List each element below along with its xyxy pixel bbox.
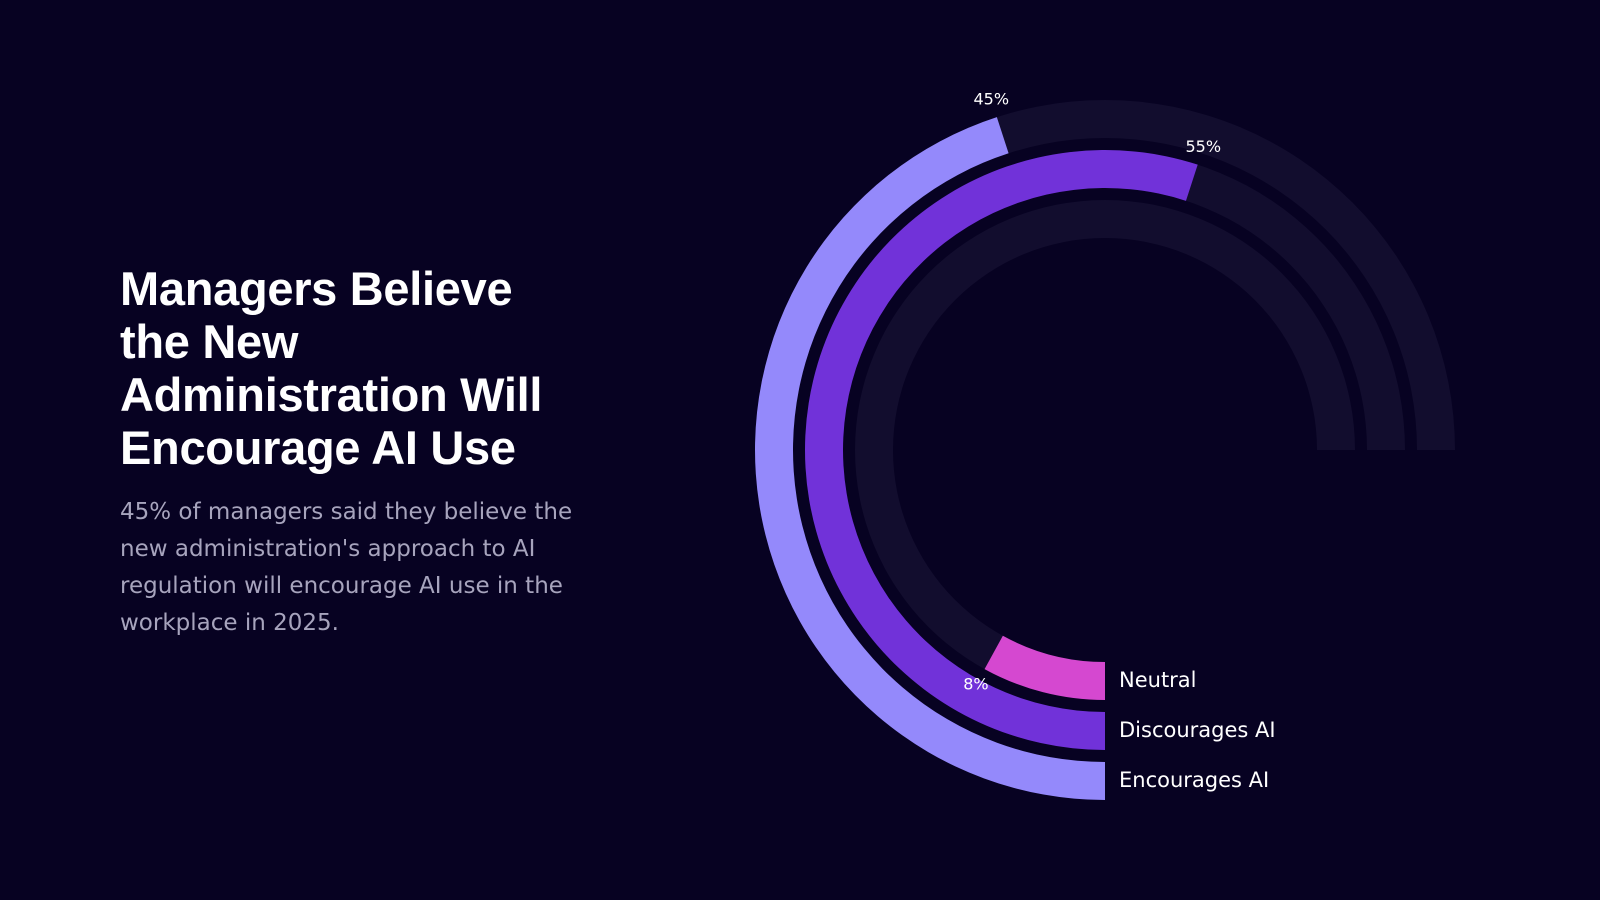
chart-bars — [755, 117, 1198, 800]
body-text: 45% of managers said they believe the ne… — [120, 499, 573, 636]
headline: Managers Believe the New Administration … — [120, 262, 543, 474]
chart-legend: Encourages AI Discourages AI Neutral — [1119, 668, 1276, 792]
legend-label-neutral: Neutral — [1119, 668, 1197, 692]
track-neutral — [855, 200, 1355, 700]
legend-label-encourages-ai: Encourages AI — [1119, 768, 1269, 792]
chart-value-labels: 45% 55% 8% — [963, 90, 1221, 694]
legend-label-discourages-ai: Discourages AI — [1119, 718, 1276, 742]
bar-neutral — [984, 635, 1105, 700]
value-label-discourages-ai: 55% — [1185, 137, 1221, 156]
value-label-neutral: 8% — [963, 674, 988, 693]
bar-encourages-ai — [755, 117, 1105, 800]
value-label-encourages-ai: 45% — [974, 90, 1010, 109]
text-block: Managers Believe the New Administration … — [120, 262, 590, 642]
